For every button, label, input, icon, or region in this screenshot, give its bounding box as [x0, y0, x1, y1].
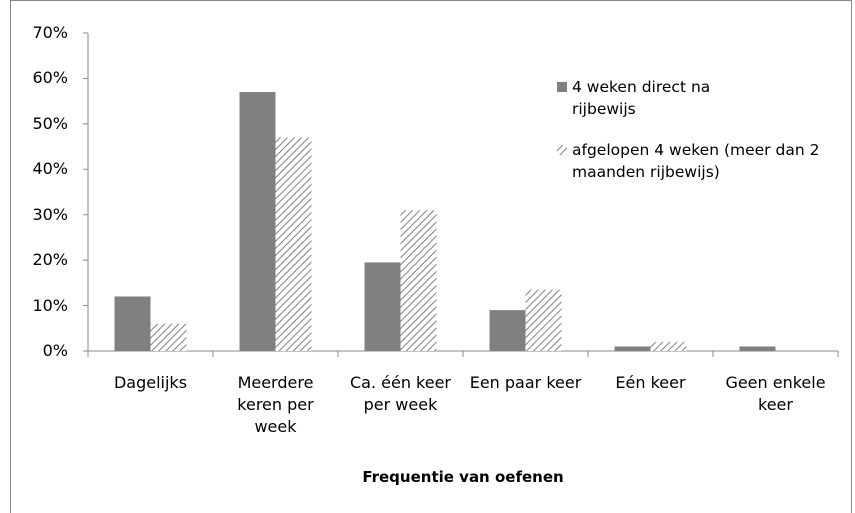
legend-label: 4 weken direct na rijbewijs — [572, 78, 711, 118]
bar — [114, 296, 151, 351]
bar — [650, 341, 687, 351]
x-tick-label: Meerdere keren per week — [237, 373, 314, 436]
x-tick-label: Ca. één keer per week — [349, 373, 452, 414]
legend-swatch — [557, 145, 567, 155]
bar — [239, 92, 276, 352]
y-tick-label: 50% — [32, 113, 68, 133]
bar — [275, 137, 312, 351]
bar — [364, 262, 401, 351]
legend-swatch — [557, 82, 567, 92]
bar — [525, 289, 562, 351]
y-tick-label: 60% — [32, 68, 68, 88]
y-tick-label: 30% — [32, 204, 68, 224]
y-tick-label: 70% — [32, 23, 68, 42]
bar — [400, 210, 437, 351]
bar — [739, 346, 776, 351]
y-tick-label: 10% — [32, 295, 68, 315]
y-tick-label: 0% — [42, 341, 68, 360]
y-tick-label: 20% — [32, 250, 68, 270]
chart-border — [10, 0, 852, 513]
bar — [150, 323, 187, 351]
x-tick-label: Eén keer — [615, 373, 686, 392]
bar — [614, 346, 651, 351]
x-axis-title: Frequentie van oefenen — [362, 468, 564, 486]
y-tick-label: 40% — [32, 159, 68, 179]
x-tick-label: Een paar keer — [469, 373, 582, 392]
x-tick-label: Geen enkele keer — [725, 373, 826, 414]
legend-label: afgelopen 4 weken (meer dan 2 maanden ri… — [572, 141, 820, 181]
bar — [489, 310, 526, 351]
x-tick-label: Dagelijks — [113, 373, 188, 392]
